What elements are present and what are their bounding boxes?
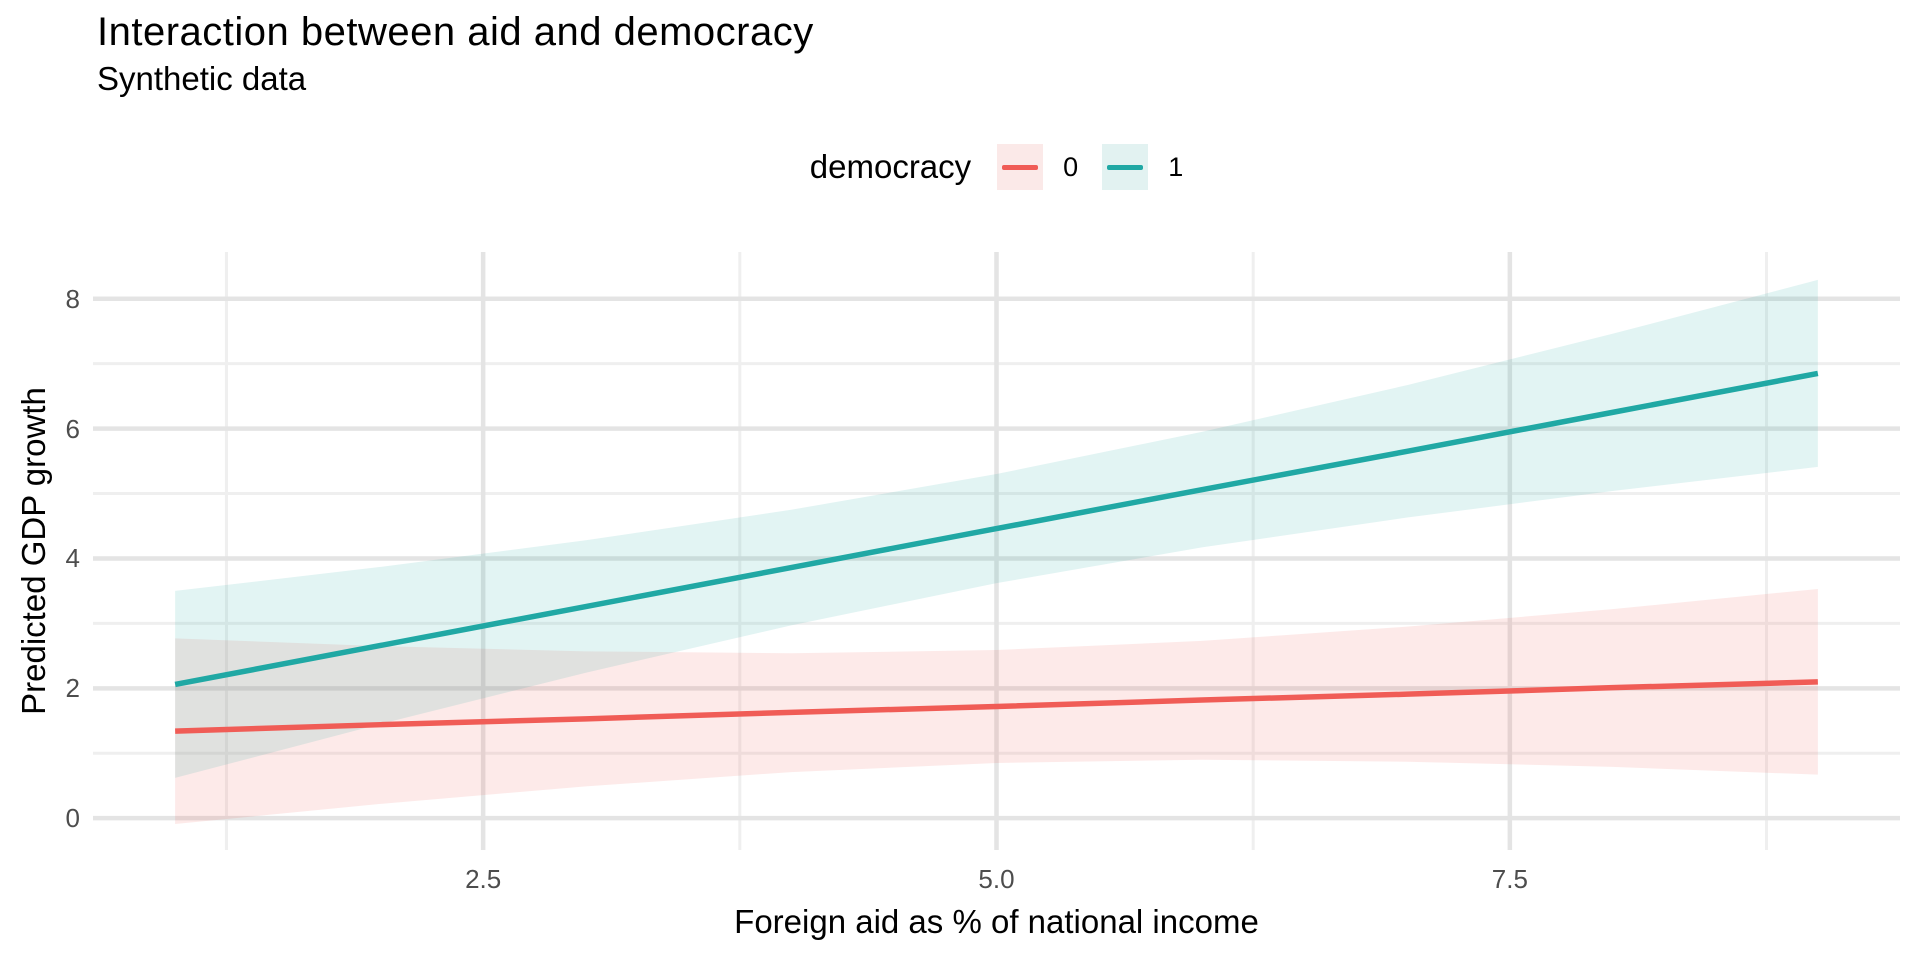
legend-key-line-icon <box>1107 164 1144 170</box>
trend-line-democracy-0 <box>175 679 1818 734</box>
y-axis-title: Predicted GDP growth <box>15 387 52 715</box>
legend-key-swatch <box>1102 144 1149 190</box>
y-tick-label: 0 <box>65 803 80 834</box>
y-tick-label: 4 <box>65 543 80 574</box>
legend-entry-label: 0 <box>1063 151 1079 182</box>
x-tick-label: 5.0 <box>978 864 1015 894</box>
legend-key-swatch <box>997 144 1044 190</box>
legend-key-line-icon <box>1002 164 1039 170</box>
legend-title: democracy <box>809 148 972 185</box>
x-tick-label: 7.5 <box>1491 864 1528 894</box>
legend-entry-0: 0 <box>997 144 1078 190</box>
y-tick-label: 6 <box>65 413 80 444</box>
legend-entry-1: 1 <box>1102 144 1183 190</box>
x-axis-title: Foreign aid as % of national income <box>734 903 1259 940</box>
y-tick-label: 2 <box>65 673 80 704</box>
x-tick-label: 2.5 <box>465 864 502 894</box>
legend-entry-label: 1 <box>1168 151 1184 182</box>
plot-title: Interaction between aid and democracy <box>97 10 814 54</box>
legend: democracy 0 1 <box>93 142 1900 192</box>
plot-subtitle: Synthetic data <box>97 60 307 97</box>
y-tick-label: 8 <box>65 283 80 314</box>
trend-line-democracy-1 <box>174 370 1819 688</box>
